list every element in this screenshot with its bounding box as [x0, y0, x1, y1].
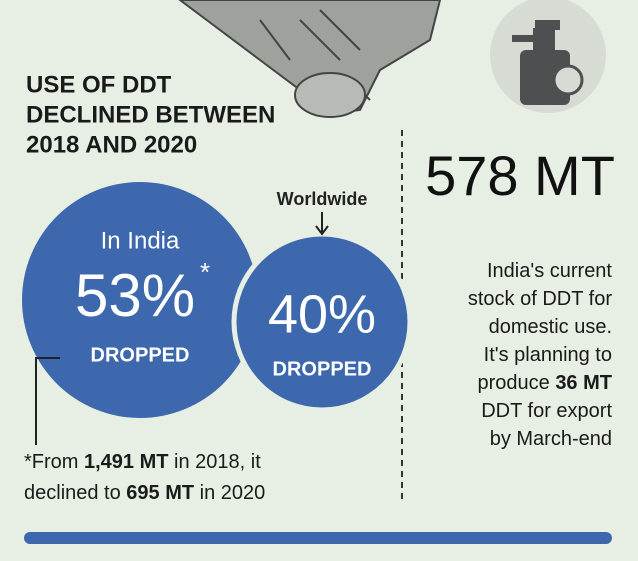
text-segment: by March-end — [490, 428, 612, 450]
text-segment: in 2020 — [194, 482, 265, 504]
bottom-bar — [24, 532, 612, 544]
arrow-head — [315, 225, 329, 236]
worldwide-label: Worldwide — [277, 189, 368, 209]
india-caption: DROPPED — [91, 344, 190, 366]
india-value: 53% — [75, 262, 195, 329]
stock-description: India's current stock of DDT for domestic … — [468, 260, 613, 450]
description-line: India's current — [487, 260, 612, 282]
title-line: DECLINED BETWEEN — [26, 101, 275, 128]
footnote-line: *From 1,491 MT in 2018, it — [24, 451, 261, 473]
description-line: by March-end — [490, 428, 612, 450]
title-line: USE OF DDT — [26, 71, 172, 98]
bottle-icon — [490, 0, 606, 113]
description-line: DDT for export — [481, 400, 612, 422]
description-line: It's planning to — [484, 344, 612, 366]
text-segment: 36 MT — [555, 372, 612, 394]
text-segment: in 2018, it — [168, 451, 261, 473]
text-segment: produce — [477, 372, 555, 394]
description-line: stock of DDT for — [468, 288, 612, 310]
title: USE OF DDT DECLINED BETWEEN 2018 AND 2020 — [26, 71, 275, 158]
description-line: produce 36 MT — [477, 372, 612, 394]
sketch-illustration — [178, 0, 442, 118]
worldwide-value: 40% — [268, 284, 376, 344]
stock-value: 578 MT — [425, 144, 615, 207]
text-segment: stock of DDT for — [468, 288, 612, 310]
worldwide-caption: DROPPED — [273, 358, 372, 380]
text-segment: DDT for export — [481, 400, 612, 422]
footnote: *From 1,491 MT in 2018, it declined to 69… — [24, 451, 265, 504]
connector — [35, 357, 60, 445]
text-segment: It's planning to — [484, 344, 612, 366]
india-circle — [22, 182, 258, 418]
text-segment: 1,491 MT — [84, 451, 168, 473]
text-segment: declined to — [24, 482, 126, 504]
text-segment: 695 MT — [126, 482, 194, 504]
text-segment: India's current — [487, 260, 612, 282]
footnote-line: declined to 695 MT in 2020 — [24, 482, 265, 504]
text-segment: *From — [24, 451, 84, 473]
india-marker: * — [200, 257, 210, 287]
title-line: 2018 AND 2020 — [26, 131, 197, 158]
india-label: In India — [101, 227, 180, 254]
description-line: domestic use. — [489, 316, 612, 338]
text-segment: domestic use. — [489, 316, 612, 338]
